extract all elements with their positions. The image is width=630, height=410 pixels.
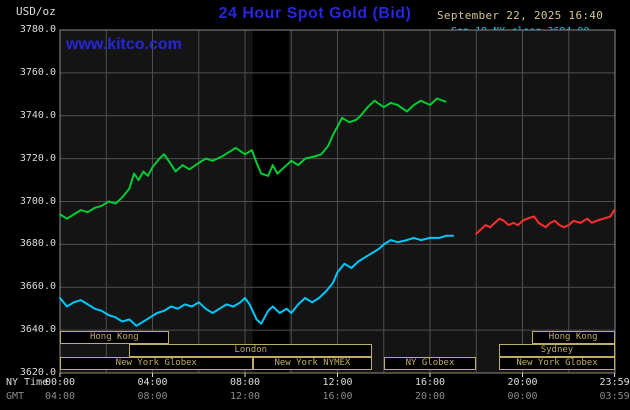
x-axis-tick-label-gmt: 04:00 [44, 391, 76, 402]
sep-21-price-line [475, 209, 616, 235]
x-axis-tick-label-ny: 04:00 [137, 377, 168, 388]
y-axis-units-label: USD/oz [16, 5, 56, 18]
x-axis-tick-label-ny: 12:00 [322, 377, 353, 388]
session-box-london: London [129, 344, 373, 357]
x-axis-tick-label-ny: 16:00 [414, 377, 446, 388]
y-axis-tick-label: 3660.0 [19, 281, 56, 293]
y-axis-tick-label: 3740.0 [19, 109, 56, 121]
x-axis-tick-label-gmt: 08:00 [137, 391, 168, 402]
x-axis-tick-label-ny: 23:59 [599, 377, 630, 388]
x-axis-tick-label-ny: 00:00 [44, 377, 76, 388]
chart-title: 24 Hour Spot Gold (Bid) [218, 5, 412, 22]
session-box-ny-globex: NY Globex [383, 357, 477, 370]
y-axis-tick-label: 3620.0 [19, 367, 56, 378]
gmt-label: GMT [6, 391, 25, 402]
y-axis-tick-label: 3760.0 [19, 66, 56, 78]
kitco-watermark: www.kitco.com [66, 36, 182, 53]
x-axis-tick-label-gmt: 20:00 [414, 391, 446, 402]
y-axis-tick-label: 3720.0 [19, 152, 56, 164]
x-axis-tick-label-gmt: 16:00 [322, 391, 353, 402]
sep-22-price-line [59, 97, 447, 220]
ny-time-label: NY Time [6, 377, 49, 388]
x-axis-tick-label-ny: 20:00 [507, 377, 538, 388]
x-axis-tick-label-gmt: 03:59 [599, 391, 630, 402]
sep-19-price-line [59, 234, 455, 327]
y-axis-tick-label: 3700.0 [19, 195, 56, 207]
y-axis-tick-label: 3780.0 [19, 24, 56, 35]
session-box-hong-kong: Hong Kong [531, 331, 615, 344]
y-axis-tick-label: 3680.0 [19, 238, 56, 250]
session-box-sydney: Sydney [499, 344, 615, 357]
chart-datetime: September 22, 2025 16:40 [437, 9, 604, 22]
y-axis-tick-label: 3640.0 [19, 324, 56, 336]
x-axis-tick-label-gmt: 12:00 [229, 391, 261, 402]
session-box-hong-kong: Hong Kong [60, 331, 169, 344]
session-box-new-york-globex: New York Globex [499, 357, 615, 370]
x-axis-tick-label-gmt: 00:00 [507, 391, 538, 402]
session-box-new-york-globex: New York Globex [60, 357, 253, 370]
x-axis-tick-label-ny: 08:00 [229, 377, 261, 388]
session-box-new-york-nymex: New York NYMEX [252, 357, 373, 370]
